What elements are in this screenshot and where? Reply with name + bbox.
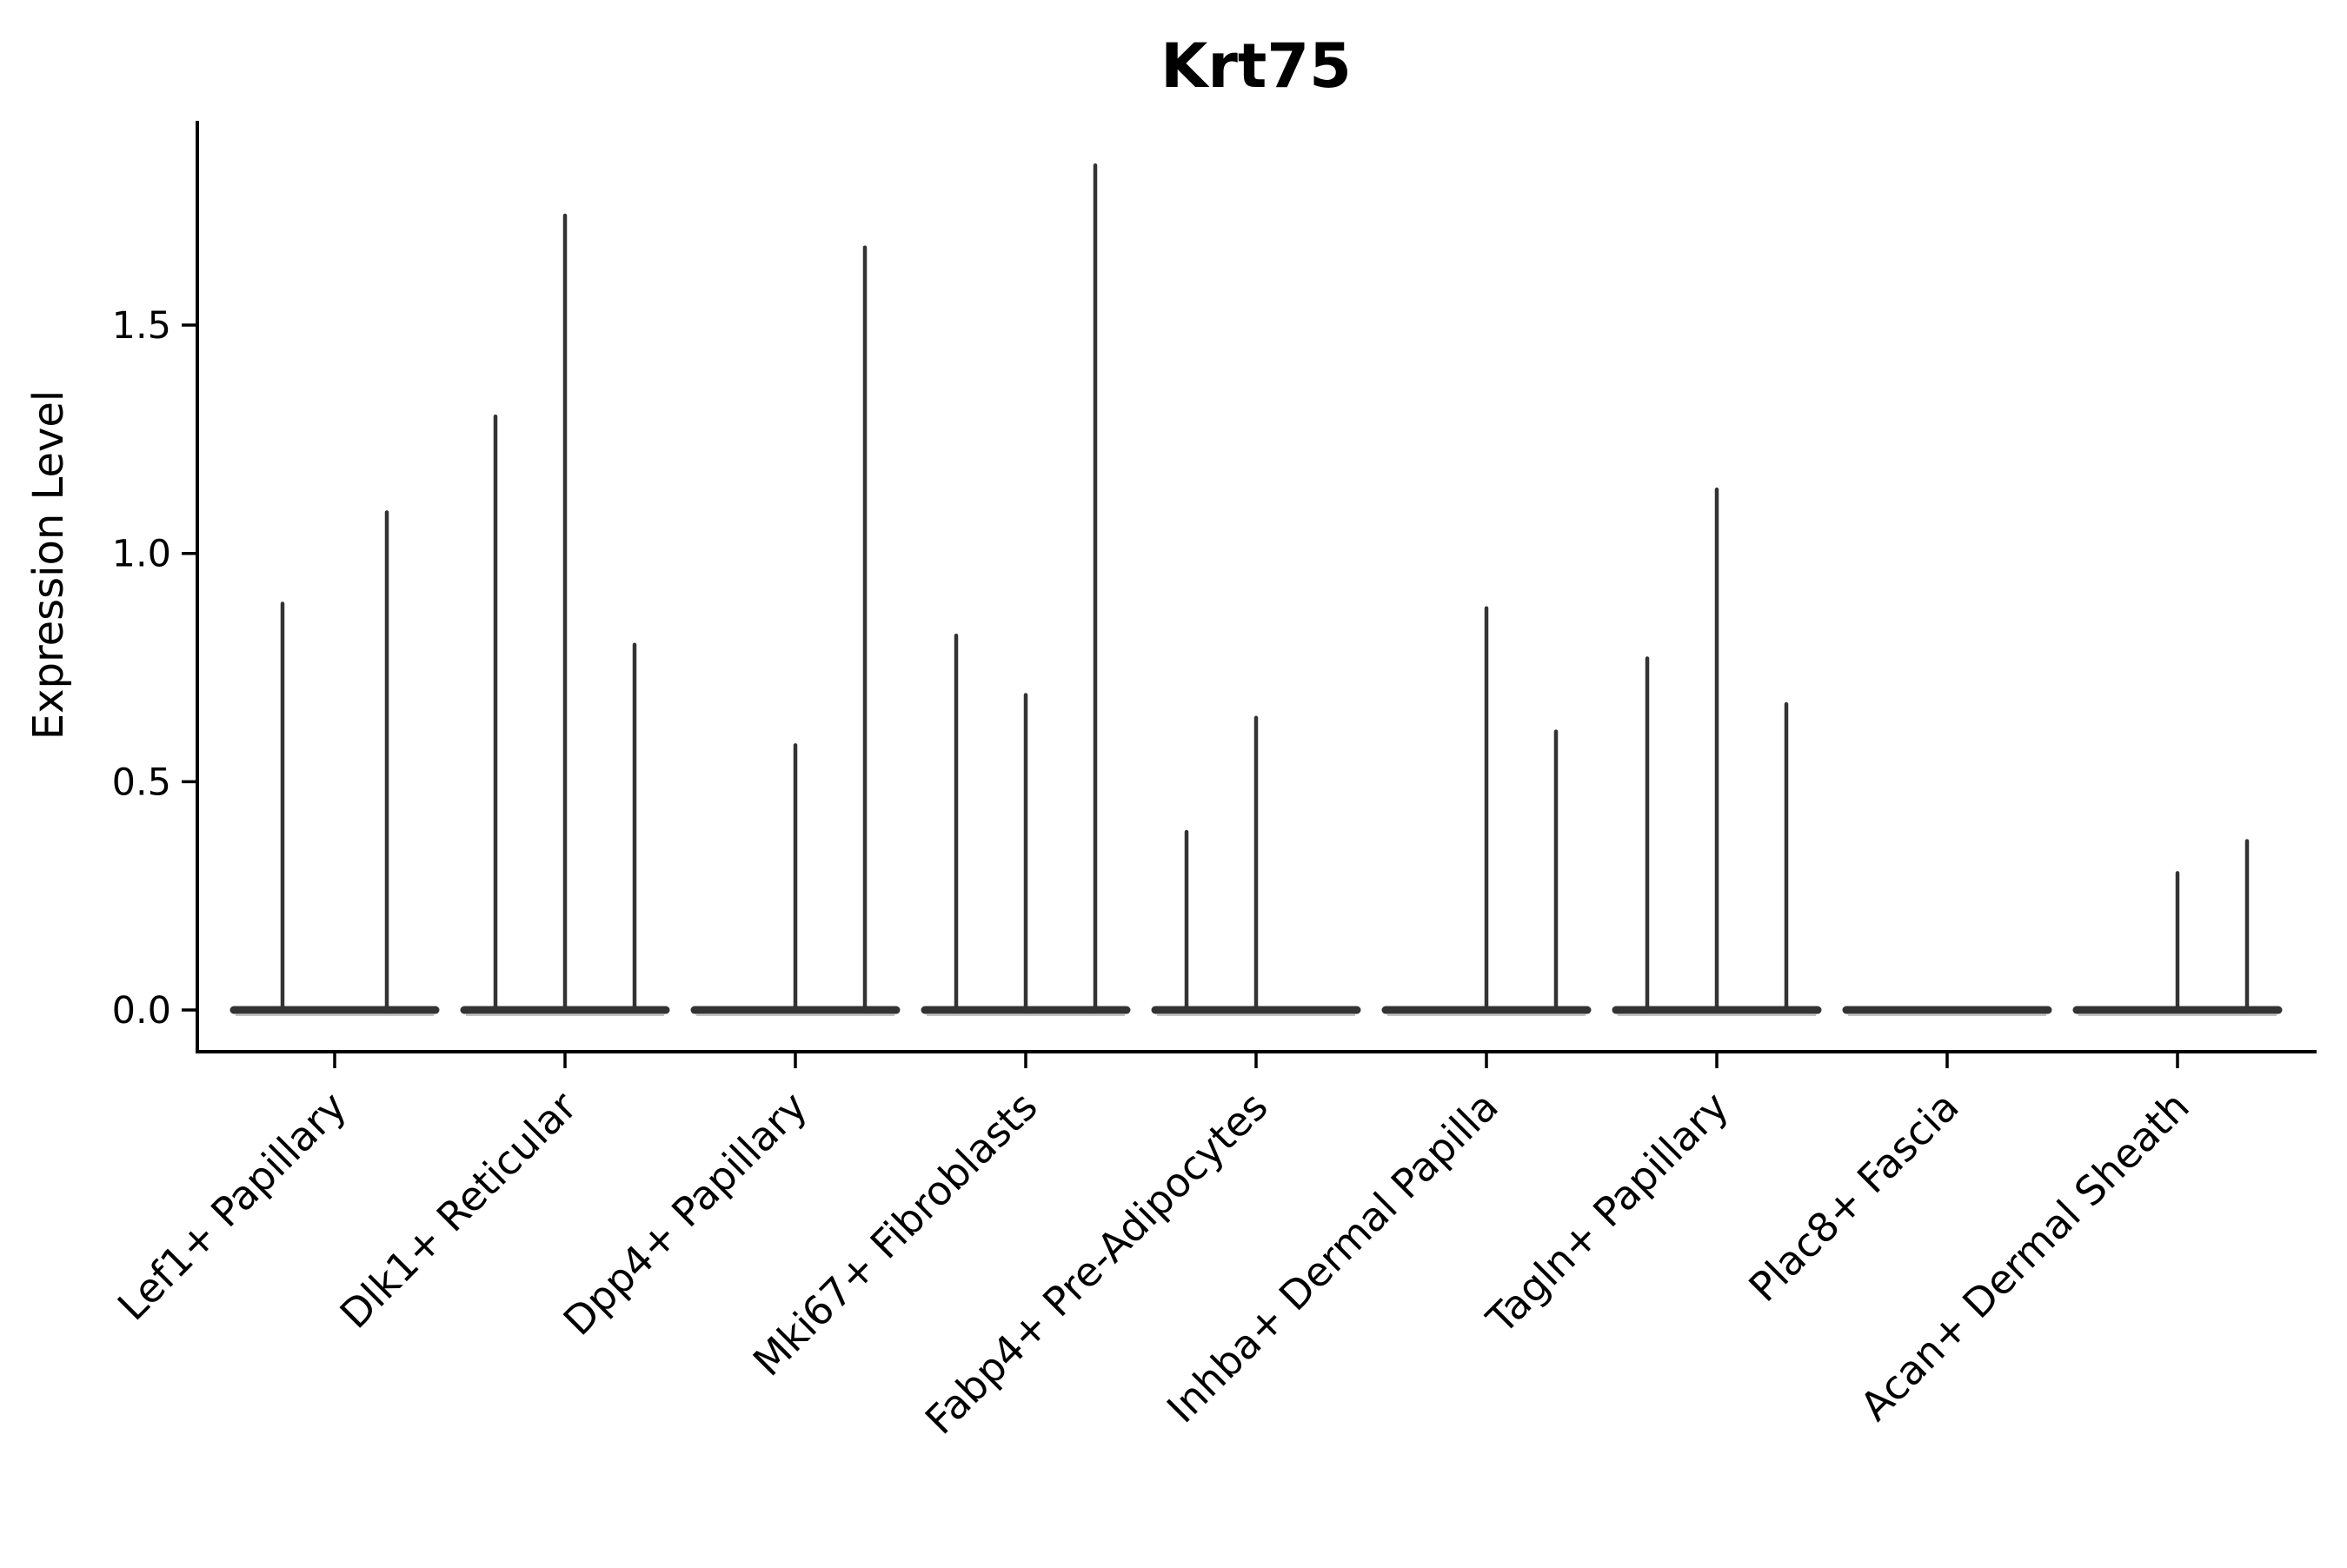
y-tick-label: 0.5 bbox=[112, 761, 171, 804]
x-tick-label: Tagln+ Papillary bbox=[1477, 1083, 1738, 1344]
y-tick-label: 1.0 bbox=[112, 533, 171, 576]
x-tick-label: Plac8+ Fascia bbox=[1739, 1083, 1967, 1311]
y-tick-label: 0.0 bbox=[112, 989, 171, 1033]
x-tick-label: Dlk1+ Reticular bbox=[331, 1083, 586, 1338]
y-axis-label: Expression Level bbox=[24, 390, 73, 741]
x-tick-label: Lef1+ Papillary bbox=[109, 1083, 356, 1330]
chart-title: Krt75 bbox=[1160, 30, 1352, 102]
violin-layer bbox=[229, 163, 2283, 1016]
y-tick-label: 1.5 bbox=[112, 304, 171, 348]
x-tick-label: Dpp4+ Papillary bbox=[555, 1083, 816, 1345]
